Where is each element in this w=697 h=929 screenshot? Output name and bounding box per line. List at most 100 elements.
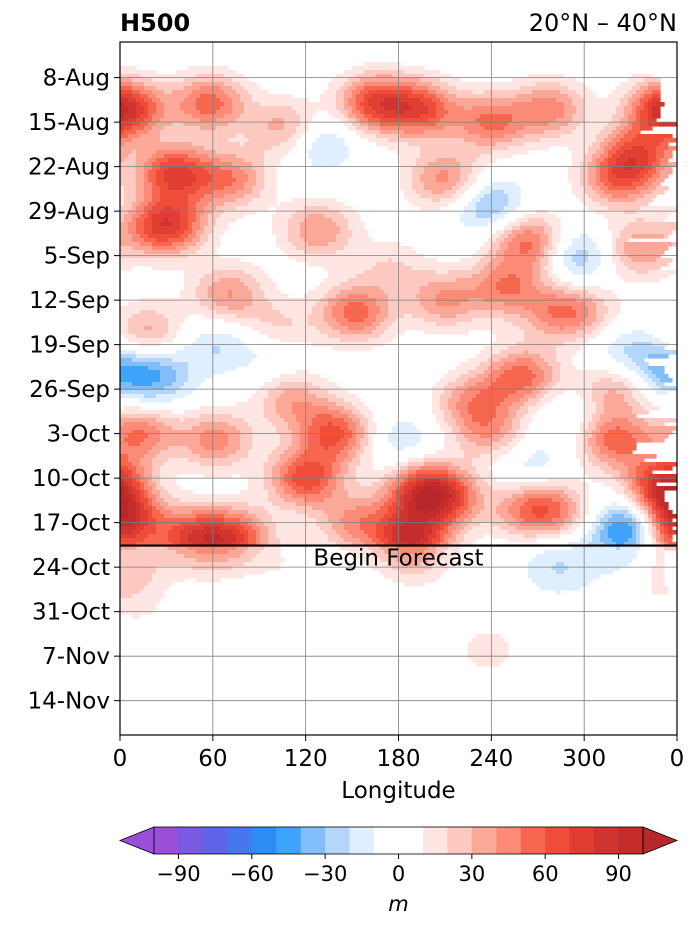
field-cell xyxy=(432,554,445,559)
field-cell xyxy=(248,398,265,403)
field-cell xyxy=(388,138,465,143)
field-cell xyxy=(136,222,145,227)
field-cell xyxy=(648,490,653,495)
field-cell xyxy=(360,410,373,415)
field-cell xyxy=(336,394,357,399)
field-cell xyxy=(412,174,421,179)
field-cell xyxy=(160,186,169,191)
field-cell xyxy=(244,182,257,187)
field-cell xyxy=(224,318,261,323)
field-cell xyxy=(592,526,597,531)
chart-title-right: 20°N – 40°N xyxy=(529,9,677,37)
field-cell xyxy=(572,258,589,263)
field-cell xyxy=(476,478,485,483)
field-cell xyxy=(576,314,589,319)
field-cell xyxy=(632,514,637,519)
field-cell xyxy=(416,82,433,87)
field-cell xyxy=(240,438,253,443)
field-cell xyxy=(516,498,529,503)
field-cell xyxy=(356,466,373,471)
field-cell xyxy=(636,530,641,535)
field-cell xyxy=(424,526,433,531)
field-cell xyxy=(424,130,469,135)
field-cell xyxy=(416,294,437,299)
field-cell xyxy=(224,202,249,207)
field-cell xyxy=(452,390,465,395)
field-cell xyxy=(164,170,193,175)
field-cell xyxy=(268,494,281,499)
field-cell xyxy=(276,530,325,535)
field-cell xyxy=(384,466,401,471)
field-cell xyxy=(452,494,457,499)
field-cell xyxy=(600,458,617,463)
field-cell xyxy=(540,382,549,387)
field-cell xyxy=(244,142,281,147)
field-cell xyxy=(260,530,269,535)
field-cell xyxy=(220,350,253,355)
field-cell xyxy=(140,474,145,479)
field-cell xyxy=(488,366,501,371)
field-cell xyxy=(264,382,281,387)
field-cell xyxy=(484,506,497,511)
field-cell xyxy=(604,314,617,319)
field-cell xyxy=(208,542,217,547)
field-cell xyxy=(280,454,293,459)
field-cell xyxy=(120,574,153,579)
field-cell xyxy=(404,522,429,527)
field-cell xyxy=(348,278,457,283)
field-cell xyxy=(168,546,189,551)
field-cell xyxy=(572,498,581,503)
field-cell xyxy=(364,82,417,87)
field-cell xyxy=(120,510,129,515)
field-cell xyxy=(132,86,145,91)
field-cell xyxy=(144,486,153,491)
field-cell xyxy=(656,526,661,531)
field-cell xyxy=(252,518,261,523)
field-cell xyxy=(516,390,533,395)
field-cell xyxy=(656,498,661,503)
field-cell xyxy=(640,534,645,539)
field-cell xyxy=(408,462,425,467)
field-cell xyxy=(516,410,529,415)
field-cell xyxy=(528,250,541,255)
field-cell xyxy=(416,190,433,195)
field-cell xyxy=(120,126,125,131)
field-cell xyxy=(204,446,225,451)
field-cell xyxy=(136,506,141,511)
field-cell xyxy=(152,490,161,495)
field-cell xyxy=(648,482,653,487)
field-cell xyxy=(472,398,505,403)
field-cell xyxy=(272,478,281,483)
field-cell xyxy=(568,514,573,519)
field-cell xyxy=(356,98,365,103)
field-cell xyxy=(632,486,641,491)
field-cell xyxy=(360,122,369,127)
field-cell xyxy=(244,538,249,543)
field-cell xyxy=(620,154,649,159)
field-cell xyxy=(264,466,273,471)
field-cell xyxy=(400,134,481,139)
field-cell xyxy=(356,474,385,479)
field-cell xyxy=(304,450,341,455)
field-cell xyxy=(392,490,397,495)
field-cell xyxy=(652,570,665,575)
field-cell xyxy=(596,402,605,407)
field-cell xyxy=(160,162,197,167)
field-cell xyxy=(372,94,409,99)
field-cell xyxy=(532,246,541,251)
field-cell xyxy=(608,166,613,171)
field-cell xyxy=(220,534,237,539)
field-cell xyxy=(508,410,517,415)
field-cell xyxy=(448,490,457,495)
field-cell xyxy=(624,142,661,147)
colorbar-tick-label: −30 xyxy=(303,862,347,886)
field-cell xyxy=(588,250,601,255)
field-cell xyxy=(552,238,561,243)
field-cell xyxy=(636,114,641,119)
field-cell xyxy=(480,390,517,395)
field-cell xyxy=(124,478,133,483)
field-cell xyxy=(160,130,297,135)
field-cell xyxy=(624,478,633,483)
field-cell xyxy=(496,414,509,419)
field-cell xyxy=(636,82,649,87)
